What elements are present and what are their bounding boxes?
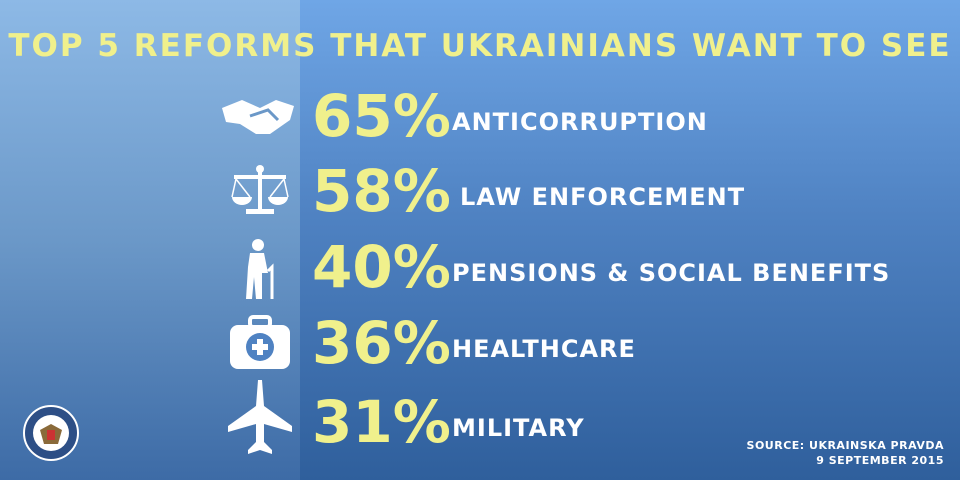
percent: 36% [312,309,451,377]
reform-label: ANTICORRUPTION [452,108,708,136]
source-date: 9 SEPTEMBER 2015 [816,454,944,467]
title: TOP 5 REFORMS THAT UKRAINIANS WANT TO SE… [8,28,952,64]
percent: 31% [312,388,451,456]
source-name: SOURCE: UKRAINSKA PRAVDA [746,439,944,452]
reform-label: PENSIONS & SOCIAL BENEFITS [452,259,891,287]
handshake-icon [222,100,294,134]
jet-icon [228,380,292,454]
reform-row: 65% ANTICORRUPTION [0,78,960,154]
seal [23,405,79,461]
medkit-icon [230,315,290,369]
scales-icon [231,165,289,214]
reform-row: 36% HEALTHCARE [0,305,960,381]
reform-row: 31% MILITARY [0,380,960,460]
source: SOURCE: UKRAINSKA PRAVDA 9 SEPTEMBER 201… [747,438,944,468]
percent: 40% [312,233,451,301]
reform-row: 58% LAW ENFORCEMENT [0,153,960,229]
reform-label: MILITARY [452,414,585,442]
reform-label: HEALTHCARE [452,335,636,363]
percent: 65% [312,82,451,150]
reform-label: LAW ENFORCEMENT [460,183,746,211]
reform-row: 40% PENSIONS & SOCIAL BENEFITS [0,229,960,305]
percent: 58% [312,157,451,225]
elderly-icon [246,239,274,299]
side-panel [0,0,300,480]
